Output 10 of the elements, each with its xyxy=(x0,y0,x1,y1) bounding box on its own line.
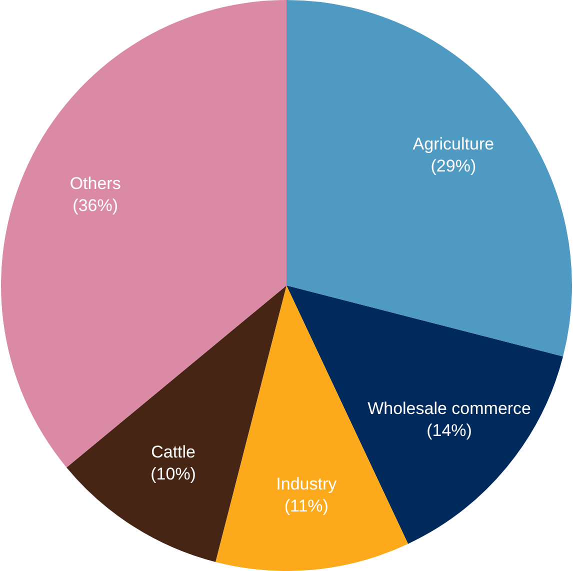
slice-label: Cattle xyxy=(151,442,196,462)
data-label: (14%) xyxy=(426,420,472,440)
data-label: (11%) xyxy=(284,496,328,516)
data-label: (10%) xyxy=(150,464,196,484)
slice-label: Agriculture xyxy=(412,134,494,154)
slice-label: Industry xyxy=(276,474,338,494)
data-label: (29%) xyxy=(430,156,476,176)
data-label: (36%) xyxy=(72,196,118,216)
slice-label: Wholesale commerce xyxy=(368,398,532,418)
slice-label: Others xyxy=(70,174,121,194)
